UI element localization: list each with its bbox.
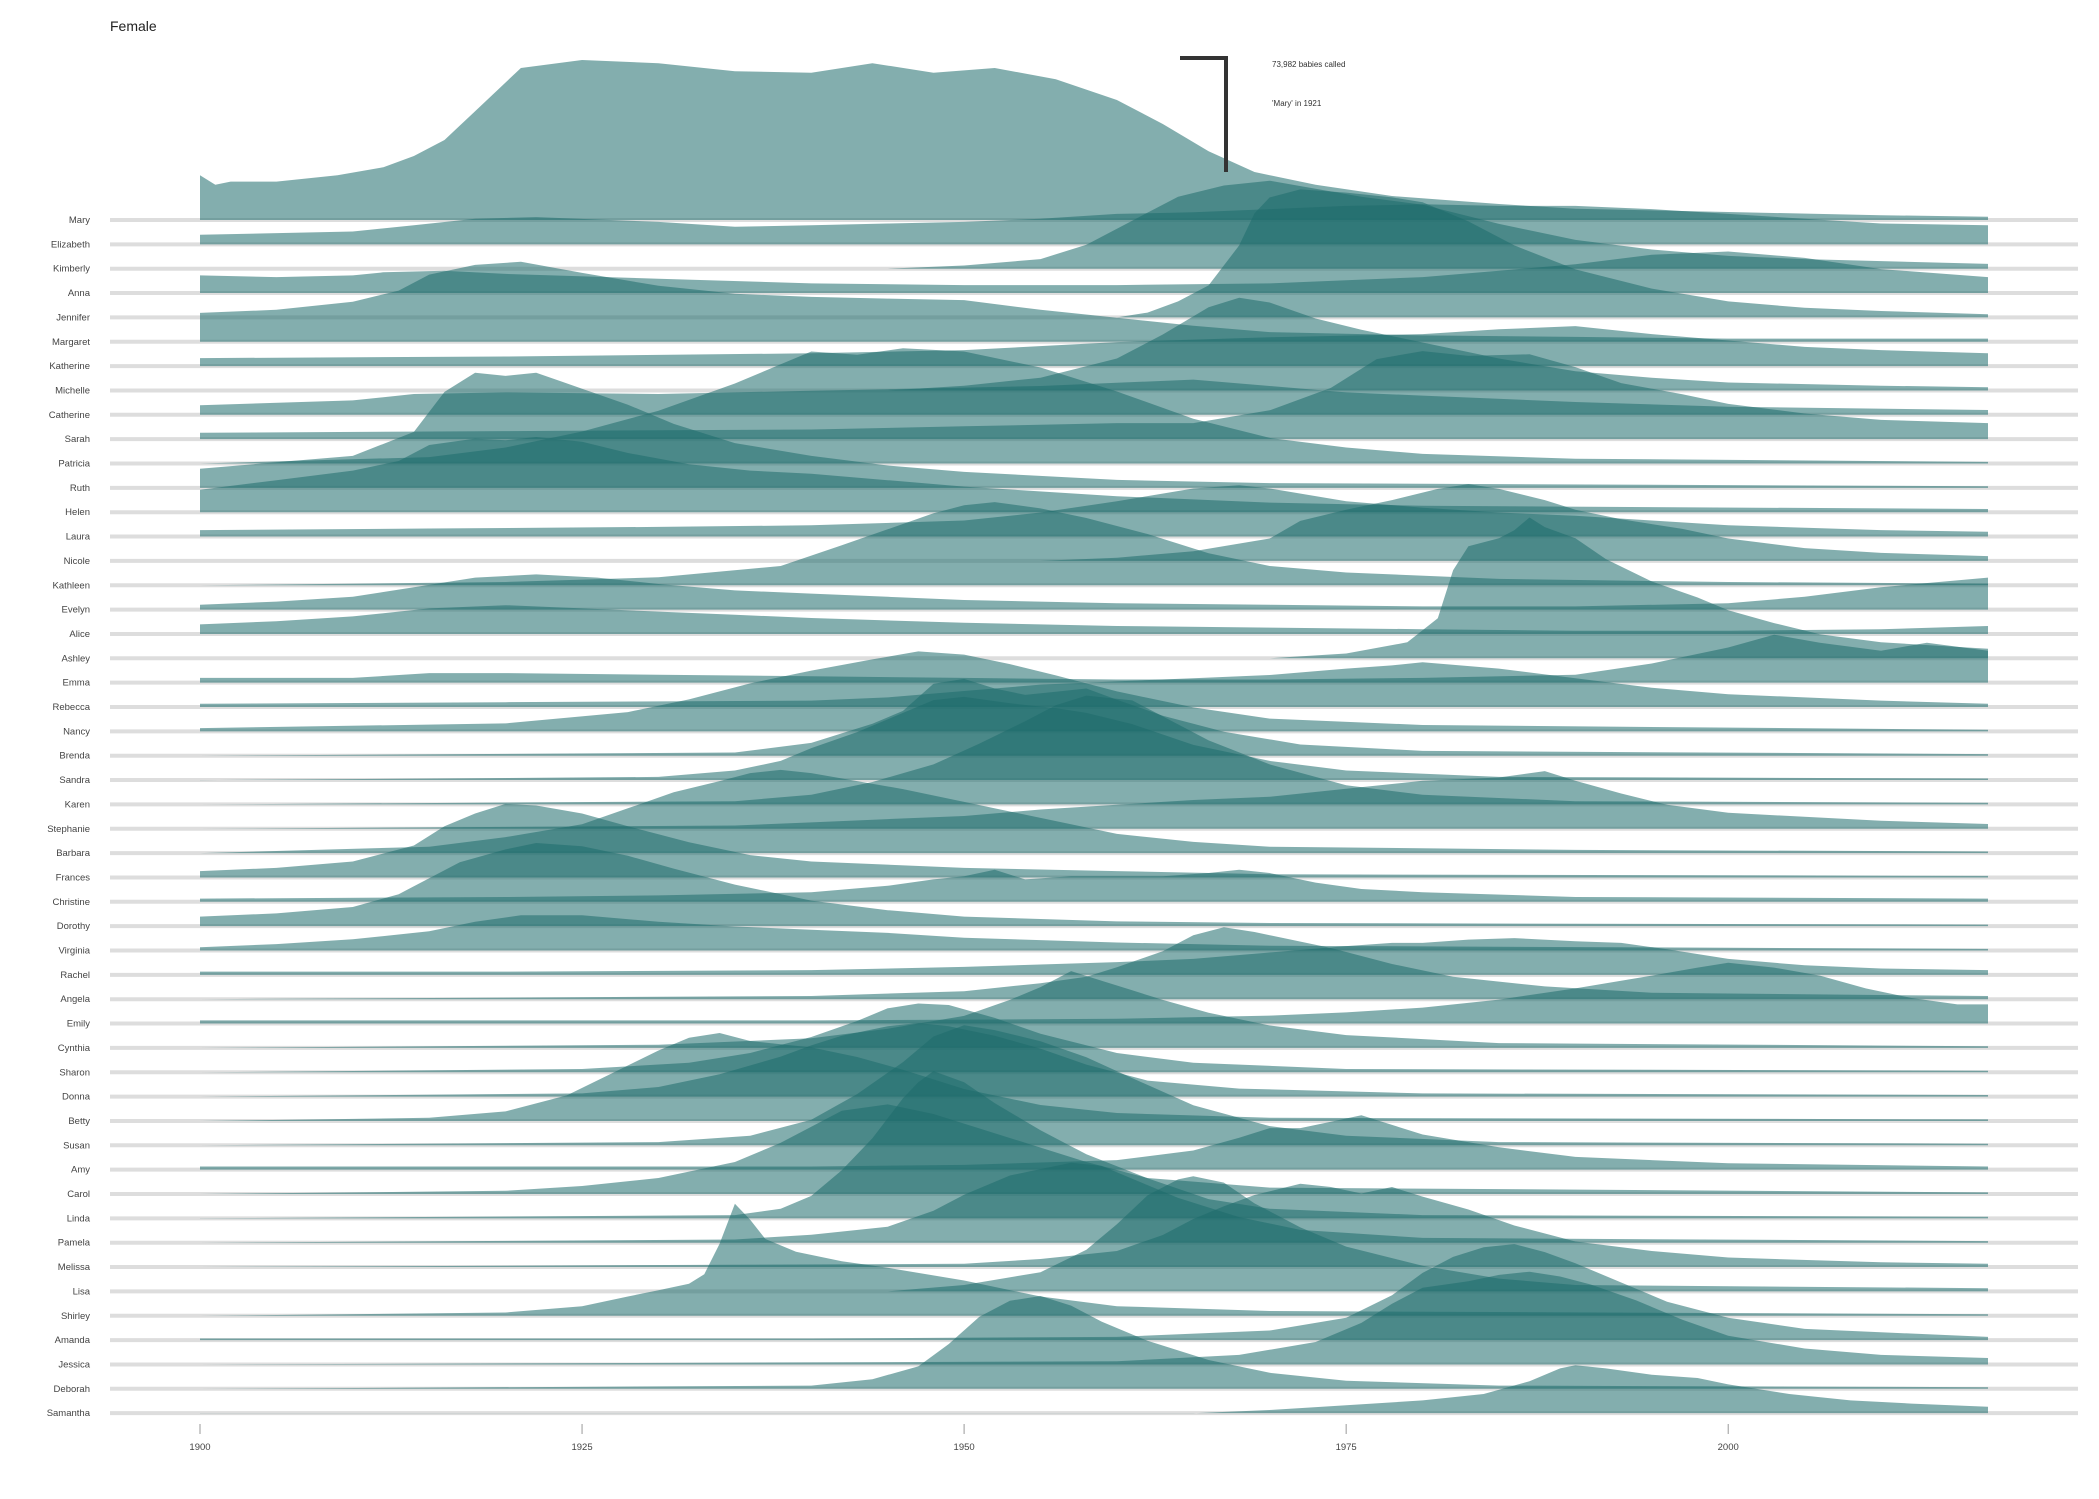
ridge-deborah xyxy=(200,1296,1988,1389)
row-label-katherine: Katherine xyxy=(49,361,90,372)
row-label-anna: Anna xyxy=(68,288,91,299)
row-label-shirley: Shirley xyxy=(61,1311,90,1322)
row-label-karen: Karen xyxy=(65,799,90,810)
ridge-amy xyxy=(200,1115,1988,1170)
row-label-brenda: Brenda xyxy=(59,751,90,762)
ridge-stephanie xyxy=(200,771,1988,829)
row-label-ruth: Ruth xyxy=(70,483,90,494)
x-axis: 1900 1925 1950 1975 2000 xyxy=(189,1424,1739,1453)
row-label-sharon: Sharon xyxy=(59,1067,90,1078)
x-tick-label-1900: 1900 xyxy=(189,1442,210,1453)
ridge-rebecca xyxy=(200,662,1988,707)
row-label-pamela: Pamela xyxy=(58,1238,91,1249)
row-label-ashley: Ashley xyxy=(61,653,90,664)
row-label-catherine: Catherine xyxy=(49,410,90,421)
row-label-elizabeth: Elizabeth xyxy=(51,239,90,250)
row-label-helen: Helen xyxy=(65,507,90,518)
row-label-donna: Donna xyxy=(62,1092,91,1103)
row-label-rebecca: Rebecca xyxy=(53,702,91,713)
row-label-lisa: Lisa xyxy=(73,1286,91,1297)
ridge-pamela xyxy=(200,1162,1988,1243)
ridge-rachel xyxy=(200,938,1988,975)
annotation-text-count: 73,982 babies called xyxy=(1272,60,1346,69)
x-tick-label-1925: 1925 xyxy=(571,1442,592,1453)
ridge-sarah xyxy=(200,351,1988,440)
row-label-stephanie: Stephanie xyxy=(47,824,90,835)
ridge-jessica xyxy=(200,1271,1988,1365)
ridge-melissa xyxy=(200,1183,1988,1268)
row-label-kimberly: Kimberly xyxy=(53,264,90,275)
row-label-carol: Carol xyxy=(67,1189,90,1200)
row-label-dorothy: Dorothy xyxy=(57,921,91,932)
ridge-betty xyxy=(200,1033,1988,1121)
ridge-kathleen xyxy=(200,502,1988,586)
ridge-emma xyxy=(200,634,1988,683)
row-label-emma: Emma xyxy=(63,678,91,689)
ridge-katherine xyxy=(200,326,1988,367)
ridge-margaret xyxy=(200,261,1988,342)
ridge-virginia xyxy=(200,915,1988,951)
ridge-mary xyxy=(200,60,1988,220)
row-label-amanda: Amanda xyxy=(55,1335,91,1346)
row-label-emily: Emily xyxy=(67,1019,90,1030)
ridge-kimberly xyxy=(200,180,1988,269)
row-label-barbara: Barbara xyxy=(56,848,91,859)
ridge-cynthia xyxy=(200,971,1988,1048)
ridge-jennifer xyxy=(200,189,1988,318)
row-label-christine: Christine xyxy=(53,897,91,908)
ridge-alice xyxy=(200,605,1988,634)
annotation-scale-bracket xyxy=(1180,56,1228,172)
row-label-cynthia: Cynthia xyxy=(58,1043,91,1054)
row-label-jennifer: Jennifer xyxy=(56,312,90,323)
row-label-angela: Angela xyxy=(60,994,90,1005)
row-label-laura: Laura xyxy=(66,532,91,543)
chart-title: Female xyxy=(110,18,157,34)
ridge-susan xyxy=(200,1025,1988,1146)
row-label-patricia: Patricia xyxy=(58,459,90,470)
ridge-lisa xyxy=(200,1176,1988,1292)
ridge-sharon xyxy=(200,1003,1988,1073)
row-label-samantha: Samantha xyxy=(47,1408,91,1419)
row-label-amy: Amy xyxy=(71,1165,90,1176)
row-label-betty: Betty xyxy=(68,1116,90,1127)
row-label-michelle: Michelle xyxy=(55,385,90,396)
row-label-frances: Frances xyxy=(56,872,91,883)
row-label-linda: Linda xyxy=(67,1213,91,1224)
row-label-nancy: Nancy xyxy=(63,726,90,737)
row-label-alice: Alice xyxy=(69,629,90,640)
ridge-frances xyxy=(200,803,1988,878)
ridge-emily xyxy=(200,962,1988,1024)
row-labels: Mary Elizabeth Kimberly Anna Jennifer Margare… xyxy=(47,215,91,1419)
row-label-virginia: Virginia xyxy=(58,946,90,957)
row-label-jessica: Jessica xyxy=(58,1359,90,1370)
row-label-melissa: Melissa xyxy=(58,1262,91,1273)
row-label-rachel: Rachel xyxy=(60,970,90,981)
row-label-nicole: Nicole xyxy=(64,556,90,567)
ridge-christine xyxy=(200,869,1988,902)
row-label-evelyn: Evelyn xyxy=(61,605,90,616)
x-tick-label-2000: 2000 xyxy=(1718,1442,1739,1453)
row-label-margaret: Margaret xyxy=(52,337,90,348)
annotation-marker xyxy=(1180,56,1228,172)
x-tick-label-1975: 1975 xyxy=(1336,1442,1357,1453)
ridge-helen xyxy=(200,437,1988,513)
ridge-karen xyxy=(200,695,1988,805)
annotation-text-name-year: 'Mary' in 1921 xyxy=(1272,99,1322,108)
row-label-deborah: Deborah xyxy=(54,1384,90,1395)
ridge-evelyn xyxy=(200,574,1988,610)
row-label-sandra: Sandra xyxy=(59,775,90,786)
row-label-mary: Mary xyxy=(69,215,90,226)
row-label-kathleen: Kathleen xyxy=(52,580,90,591)
ridge-ashley xyxy=(200,517,1988,659)
ridge-dorothy xyxy=(200,843,1988,927)
x-tick-label-1950: 1950 xyxy=(954,1442,975,1453)
ridge-areas xyxy=(200,60,1988,1414)
ridge-samantha xyxy=(200,1365,1988,1414)
row-label-sarah: Sarah xyxy=(65,434,90,445)
row-label-susan: Susan xyxy=(63,1140,90,1151)
